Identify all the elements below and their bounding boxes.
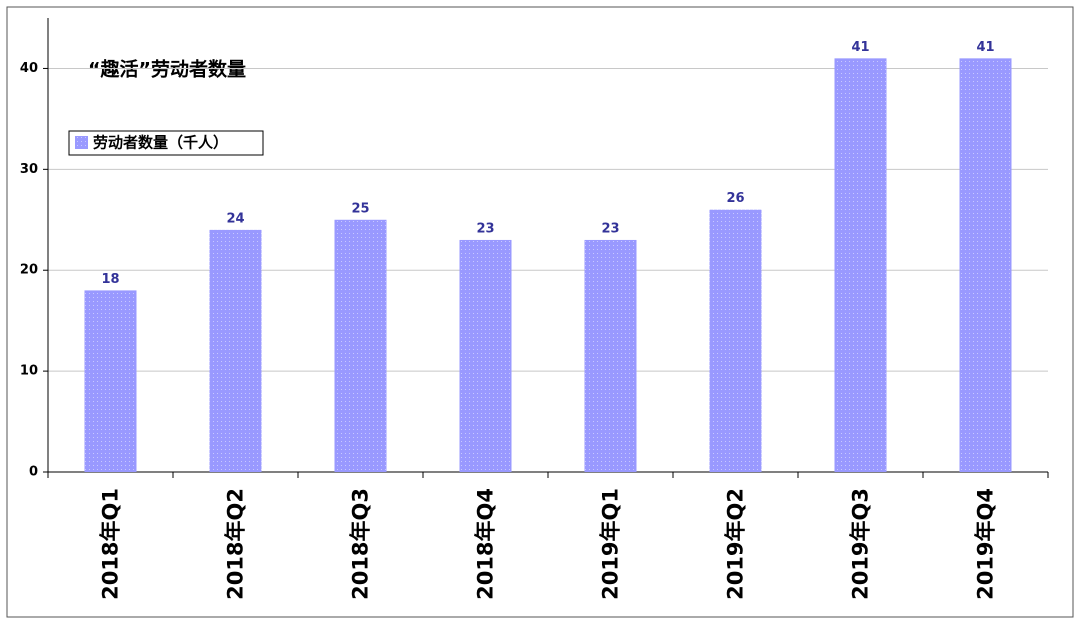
legend: 劳动者数量（千人） xyxy=(68,130,264,156)
data-label: 41 xyxy=(851,40,869,55)
bar xyxy=(834,58,887,472)
bar xyxy=(334,219,387,472)
data-label: 23 xyxy=(476,221,494,236)
chart-title: “趣活”劳动者数量 xyxy=(88,58,246,81)
y-tick-label: 20 xyxy=(20,263,38,278)
y-tick-label: 10 xyxy=(20,364,38,379)
data-label: 41 xyxy=(976,40,994,55)
legend-box xyxy=(68,130,264,156)
x-tick-label: 2019年Q4 xyxy=(974,488,998,600)
x-tick-label: 2018年Q1 xyxy=(99,488,123,600)
data-label: 23 xyxy=(601,221,619,236)
y-tick-label: 0 xyxy=(29,465,38,480)
bar xyxy=(84,290,137,472)
x-tick-label: 2018年Q4 xyxy=(474,488,498,600)
data-label: 26 xyxy=(726,191,744,206)
x-tick-label: 2018年Q2 xyxy=(224,488,248,600)
bar xyxy=(459,239,512,472)
bar xyxy=(959,58,1012,472)
chart-frame xyxy=(6,6,1074,618)
bar xyxy=(709,209,762,472)
bar xyxy=(584,239,637,472)
data-label: 18 xyxy=(101,272,119,287)
y-tick-label: 30 xyxy=(20,162,38,177)
legend-label: 劳动者数量（千人） xyxy=(93,134,228,152)
x-tick-label: 2019年Q1 xyxy=(599,488,623,600)
y-tick-label: 40 xyxy=(20,61,38,76)
x-tick-label: 2019年Q2 xyxy=(724,488,748,600)
data-label: 25 xyxy=(351,201,369,216)
legend-swatch xyxy=(75,136,88,149)
bar xyxy=(209,229,262,472)
x-tick-label: 2018年Q3 xyxy=(349,488,373,600)
x-tick-label: 2019年Q3 xyxy=(849,488,873,600)
data-label: 24 xyxy=(226,211,244,226)
